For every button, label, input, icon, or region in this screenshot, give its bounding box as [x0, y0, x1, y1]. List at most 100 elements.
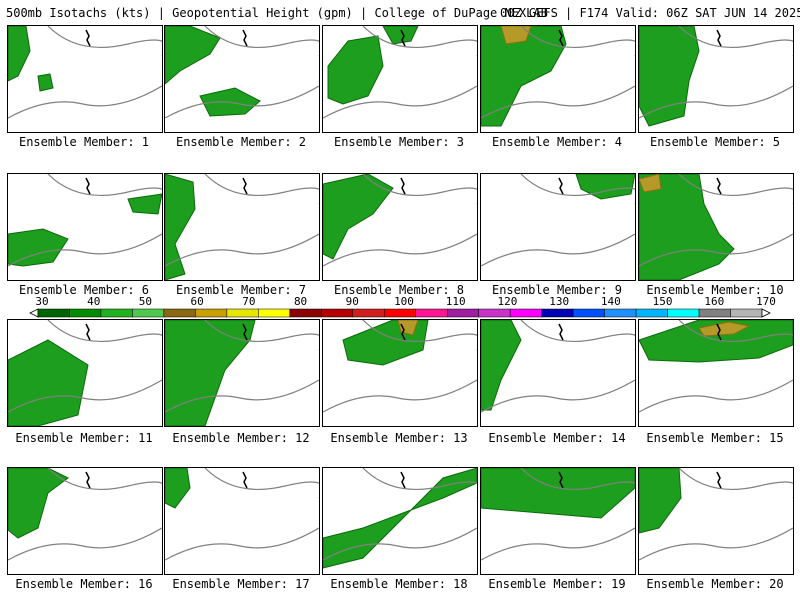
isotach-region [165, 320, 256, 426]
panel-caption: Ensemble Member: 11 [15, 431, 153, 445]
colorbar-segment [415, 308, 448, 318]
coastline [47, 174, 162, 204]
colorbar-segment [667, 308, 700, 318]
coastline [678, 320, 793, 350]
coastline [678, 26, 793, 56]
ensemble-panel-3 [322, 25, 478, 133]
coastline [165, 379, 319, 413]
coastline [481, 379, 635, 413]
header-title-right: 00Z GEFS | F174 Valid: 06Z SAT JUN 14 20… [500, 6, 800, 20]
panel-map [323, 468, 477, 569]
panel-map [8, 320, 162, 426]
colorbar-tick-label: 130 [549, 295, 570, 308]
ensemble-panel-10 [638, 173, 794, 281]
coastline [678, 468, 793, 498]
ensemble-panel-7 [164, 173, 320, 281]
isotach-region [37, 73, 54, 92]
isotach-region [127, 193, 162, 215]
coastline [639, 527, 793, 561]
ensemble-panel-17 [164, 467, 320, 575]
height-contour [558, 29, 564, 47]
coastline [165, 527, 319, 561]
panel-caption: Ensemble Member: 6 [18, 283, 150, 297]
coastline [47, 320, 162, 350]
colorbar-arrow-low [29, 308, 39, 318]
isotach-region [165, 468, 191, 509]
coastline [520, 174, 635, 204]
coastline [481, 527, 635, 561]
ensemble-panel-8 [322, 173, 478, 281]
coastline [204, 468, 319, 498]
colorbar-segment [509, 308, 542, 318]
isotach-region [323, 174, 394, 260]
panel-caption: Ensemble Member: 9 [491, 283, 623, 297]
panel-map [323, 26, 477, 119]
colorbar-segment [69, 308, 102, 318]
colorbar-tick-label: 100 [394, 295, 414, 308]
height-contour [85, 471, 91, 489]
isotach-region [8, 339, 89, 426]
coastline [639, 379, 793, 413]
colorbar-segment [100, 308, 133, 318]
coastline [8, 85, 162, 119]
colorbar-segment [132, 308, 165, 318]
height-contour [400, 29, 406, 47]
coastline [362, 320, 477, 350]
colorbar-tick-label: 150 [652, 295, 673, 308]
coastline [323, 527, 477, 561]
coastline [8, 379, 162, 413]
isotach-region [382, 26, 419, 45]
height-contour [85, 323, 91, 341]
coastline [323, 85, 477, 119]
colorbar-segment [572, 308, 605, 318]
ensemble-panel-19 [480, 467, 636, 575]
colorbar-segment [446, 308, 479, 318]
colorbar-segment [698, 308, 731, 318]
panel-map [165, 26, 319, 119]
colorbar-segment [730, 308, 763, 318]
coastline [47, 26, 162, 56]
panel-caption: Ensemble Member: 7 [175, 283, 307, 297]
colorbar-tick-label: 90 [345, 295, 359, 308]
isotach-region [165, 26, 221, 85]
header-title-left: 500mb Isotachs (kts) | Geopotential Heig… [6, 6, 548, 20]
ensemble-panel-13 [322, 319, 478, 427]
coastline [481, 233, 635, 267]
height-contour [716, 29, 722, 47]
colorbar-segment [226, 308, 259, 318]
panel-caption: Ensemble Member: 17 [172, 577, 310, 591]
coastline [165, 233, 319, 267]
coastline [520, 320, 635, 350]
panel-caption: Ensemble Member: 2 [175, 135, 307, 149]
colorbar-segment [163, 308, 196, 318]
coastline [204, 174, 319, 204]
ensemble-panel-18 [322, 467, 478, 575]
coastline [47, 468, 162, 498]
colorbar-tick-label: 50 [138, 295, 153, 308]
height-contour [400, 323, 406, 341]
ensemble-panel-9 [480, 173, 636, 281]
colorbar-segment [258, 308, 291, 318]
colorbar-segment [384, 308, 416, 318]
ensemble-panel-15 [638, 319, 794, 427]
coastline [204, 26, 319, 56]
colorbar-segment [478, 308, 511, 318]
panel-map [8, 26, 162, 119]
panel-map [481, 174, 635, 267]
coastline [639, 85, 793, 119]
colorbar-segment [37, 308, 70, 318]
panel-map [165, 320, 319, 426]
ensemble-panel-1 [7, 25, 163, 133]
panel-map [639, 320, 793, 413]
panel-map [639, 468, 793, 561]
height-contour [85, 177, 91, 195]
height-contour [242, 471, 248, 489]
coastline [362, 26, 477, 56]
coastline [481, 85, 635, 119]
panel-map [639, 26, 793, 127]
colorbar-tick-label: 80 [293, 295, 308, 308]
isotach-region [481, 26, 567, 127]
colorbar-tick-label: 70 [242, 295, 256, 308]
isotach-region [481, 320, 522, 411]
colorbar-scale [29, 308, 771, 318]
